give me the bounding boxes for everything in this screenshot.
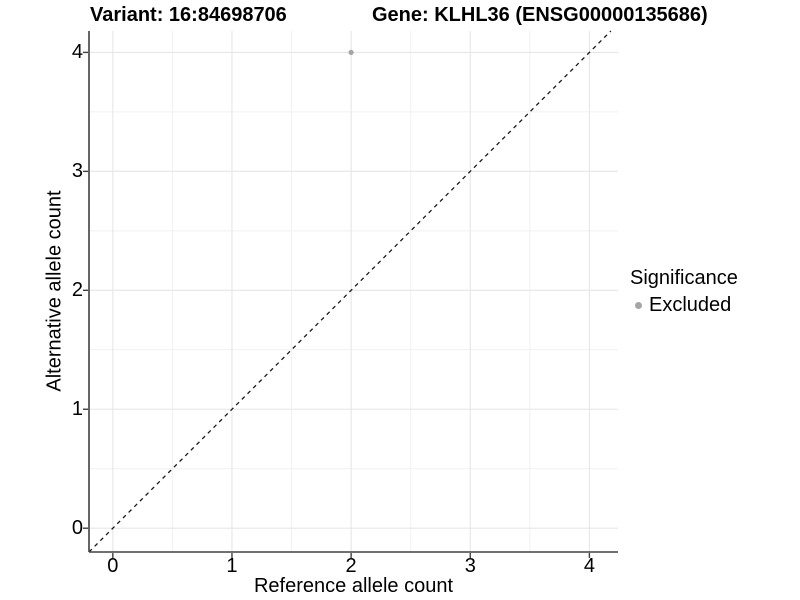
data-point-excluded [348, 49, 354, 56]
x-tick-label: 1 [226, 555, 238, 577]
x-tick-label: 3 [464, 555, 476, 577]
legend-title: Significance [630, 267, 738, 289]
x-tick-label: 2 [345, 555, 357, 577]
y-tick-label: 3 [71, 160, 83, 183]
legend: Significance Excluded [630, 266, 738, 317]
plot-title-variant: Variant: 16:84698706 [90, 4, 287, 26]
legend-item-label: Excluded [649, 294, 732, 316]
y-tick-label: 2 [71, 279, 83, 302]
x-tick-label: 4 [583, 555, 595, 577]
x-tick-label: 0 [107, 555, 119, 577]
legend-item-excluded: Excluded [630, 293, 738, 317]
x-axis-title: Reference allele count [253, 575, 453, 597]
y-tick-label: 0 [71, 517, 83, 540]
identity-reference-line [88, 30, 612, 553]
y-axis-title: Alternative allele count [43, 190, 66, 392]
y-tick-label: 1 [71, 398, 83, 421]
plot-title-gene: Gene: KLHL36 (ENSG00000135686) [372, 4, 708, 26]
legend-point-swatch-icon [635, 301, 642, 309]
y-tick-label: 4 [71, 41, 83, 64]
